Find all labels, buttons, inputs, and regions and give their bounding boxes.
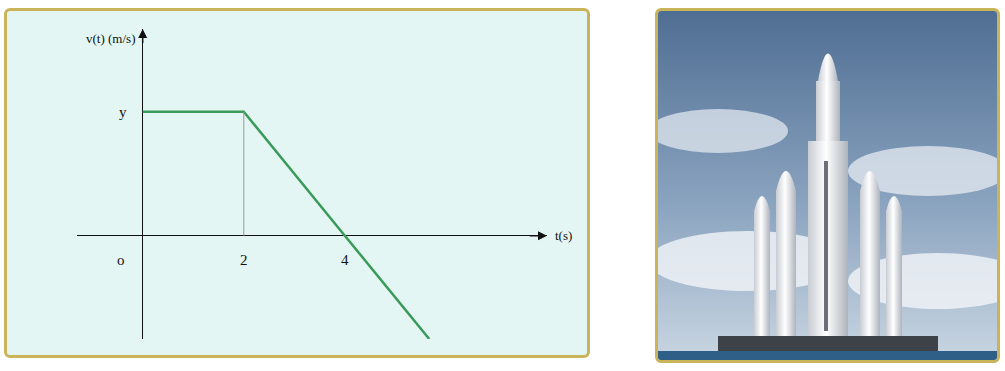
svg-text:2: 2 (240, 252, 248, 268)
svg-text:4: 4 (341, 252, 349, 268)
svg-text:t(s): t(s) (555, 228, 572, 243)
svg-text:o: o (117, 252, 125, 268)
svg-text:y: y (119, 104, 127, 120)
svg-text:v(t) (m/s): v(t) (m/s) (86, 31, 135, 46)
